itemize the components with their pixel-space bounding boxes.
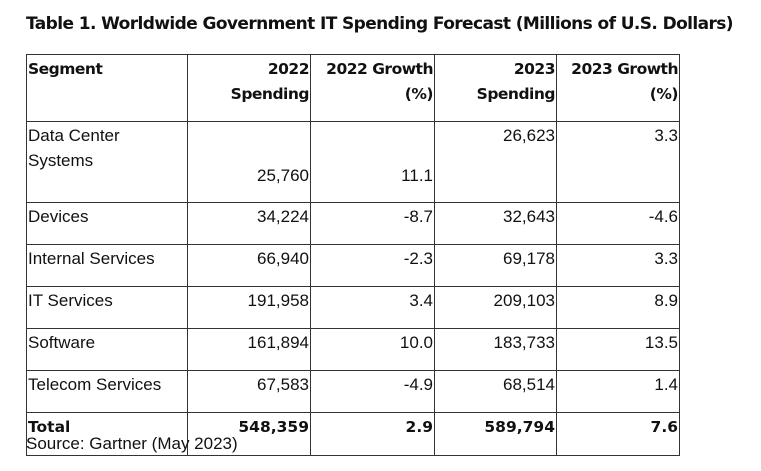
cell-2023-spending: 32,643 — [434, 202, 557, 245]
cell-segment: IT Services — [26, 286, 188, 329]
cell-2022-growth: -4.9 — [310, 370, 435, 413]
cell-2023-spending: 209,103 — [434, 286, 557, 329]
cell-2022-growth: -8.7 — [310, 202, 435, 245]
header-2023-growth: 2023 Growth (%) — [556, 54, 680, 122]
cell-segment: Internal Services — [26, 244, 188, 287]
table-title: Table 1. Worldwide Government IT Spendin… — [26, 14, 734, 34]
total-row: Total 548,359 2.9 589,794 7.6 — [26, 412, 680, 456]
cell-segment: Data Center Systems — [26, 121, 188, 203]
cell-2022-growth: 10.0 — [310, 328, 435, 371]
cell-2022-spending: 548,359 — [187, 412, 311, 456]
header-row: Segment 2022 Spending 2022 Growth (%) 2023… — [26, 54, 680, 122]
cell-2023-spending: 589,794 — [434, 412, 557, 456]
cell-2023-spending: 183,733 — [434, 328, 557, 371]
cell-2023-spending: 26,623 — [434, 121, 557, 203]
table-row: Software 161,894 10.0 183,733 13.5 — [26, 328, 680, 371]
cell-segment: Total — [26, 412, 188, 456]
table-row: Telecom Services 67,583 -4.9 68,514 1.4 — [26, 370, 680, 413]
table-row: IT Services 191,958 3.4 209,103 8.9 — [26, 286, 680, 329]
cell-2022-spending: 25,760 — [187, 121, 311, 203]
table-row: Internal Services 66,940 -2.3 69,178 3.3 — [26, 244, 680, 287]
cell-2022-growth: -2.3 — [310, 244, 435, 287]
cell-2022-spending: 34,224 — [187, 202, 311, 245]
header-2023-spending: 2023 Spending — [434, 54, 557, 122]
cell-2022-growth: 3.4 — [310, 286, 435, 329]
cell-2023-growth: 7.6 — [556, 412, 680, 456]
cell-2023-growth: -4.6 — [556, 202, 680, 245]
cell-segment: Software — [26, 328, 188, 371]
cell-2022-spending: 66,940 — [187, 244, 311, 287]
spending-table: Segment 2022 Spending 2022 Growth (%) 2023… — [26, 54, 680, 456]
header-2022-growth: 2022 Growth (%) — [310, 54, 435, 122]
header-2022-spending: 2022 Spending — [187, 54, 311, 122]
cell-2022-spending: 67,583 — [187, 370, 311, 413]
cell-2023-growth: 1.4 — [556, 370, 680, 413]
cell-2023-spending: 68,514 — [434, 370, 557, 413]
cell-2023-spending: 69,178 — [434, 244, 557, 287]
cell-2022-growth: 2.9 — [310, 412, 435, 456]
cell-2023-growth: 3.3 — [556, 121, 680, 203]
cell-segment: Telecom Services — [26, 370, 188, 413]
cell-2023-growth: 8.9 — [556, 286, 680, 329]
cell-2023-growth: 3.3 — [556, 244, 680, 287]
cell-2022-spending: 191,958 — [187, 286, 311, 329]
cell-2022-growth: 11.1 — [310, 121, 435, 203]
table-row: Data Center Systems 25,760 11.1 26,623 3… — [26, 121, 680, 203]
cell-segment: Devices — [26, 202, 188, 245]
cell-2023-growth: 13.5 — [556, 328, 680, 371]
header-segment: Segment — [26, 54, 188, 122]
cell-2022-spending: 161,894 — [187, 328, 311, 371]
source-note: Source: Gartner (May 2023) — [26, 434, 238, 453]
table-row: Devices 34,224 -8.7 32,643 -4.6 — [26, 202, 680, 245]
